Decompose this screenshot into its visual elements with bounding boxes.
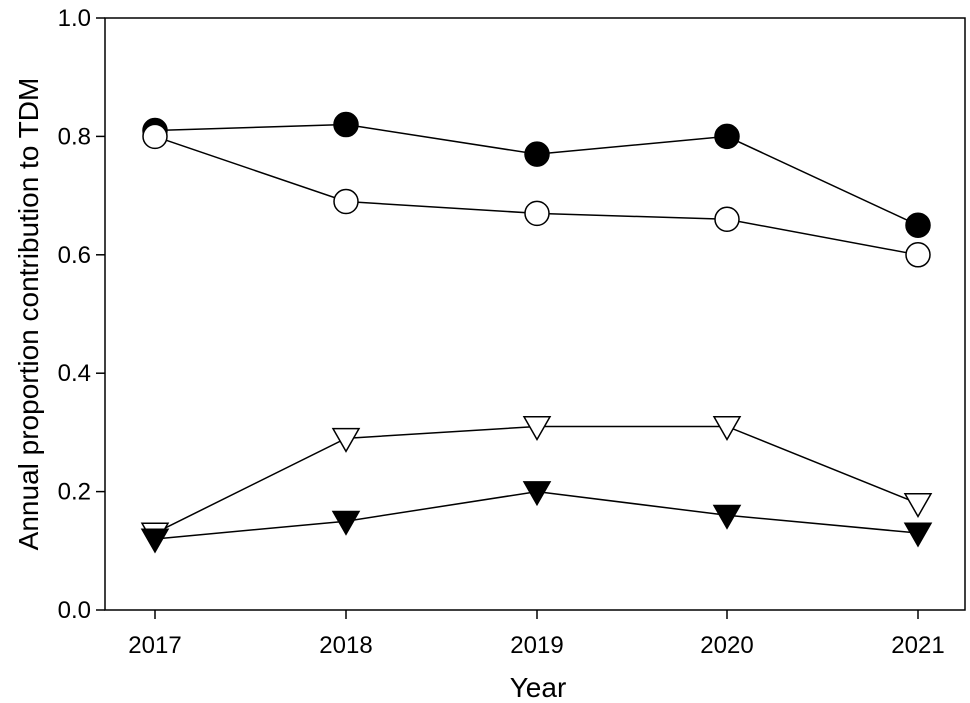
y-tick-label: 0.2 [58, 479, 91, 506]
series-3-point-4 [903, 522, 933, 548]
series-2-point-1 [331, 427, 361, 453]
x-tick-label: 2020 [700, 632, 753, 659]
x-axis: 2017 2018 2019 2020 2021 [128, 610, 945, 659]
series-3-point-3 [712, 504, 742, 530]
series-lines [154, 123, 919, 540]
x-tick-label: 2018 [319, 632, 372, 659]
y-tick-label: 0.0 [58, 597, 91, 624]
y-tick-label: 0.6 [58, 242, 91, 269]
x-axis-title: Year [510, 672, 567, 703]
x-tick-label: 2021 [891, 632, 944, 659]
x-tick-label: 2017 [128, 632, 181, 659]
y-axis-title: Annual proportion contribution to TDM [13, 78, 44, 551]
series-3-point-0 [140, 528, 170, 554]
series-markers [140, 111, 933, 554]
series-2-point-2 [522, 415, 552, 441]
series-1-point-2 [524, 200, 550, 227]
series-2-point-3 [712, 415, 742, 441]
series-1-point-1 [333, 188, 359, 215]
series-1-point-0 [142, 123, 168, 150]
x-tick-label: 2019 [510, 632, 563, 659]
series-2-line [154, 425, 919, 534]
series-2-point-4 [903, 492, 933, 518]
series-0-point-2 [524, 141, 550, 167]
series-3-point-2 [522, 481, 552, 507]
series-1-point-4 [905, 242, 931, 268]
series-layer [140, 111, 933, 554]
y-tick-label: 0.4 [58, 360, 91, 387]
series-1-point-3 [714, 206, 740, 233]
series-0-point-3 [714, 123, 740, 150]
y-tick-label: 1.0 [58, 5, 91, 32]
plot-frame [104, 17, 966, 611]
series-3-point-1 [331, 510, 361, 536]
series-0-point-4 [905, 212, 931, 238]
series-0-point-1 [333, 111, 359, 138]
y-axis: 0.0 0.2 0.4 0.6 0.8 1.0 [58, 5, 105, 624]
y-tick-label: 0.8 [58, 123, 91, 150]
